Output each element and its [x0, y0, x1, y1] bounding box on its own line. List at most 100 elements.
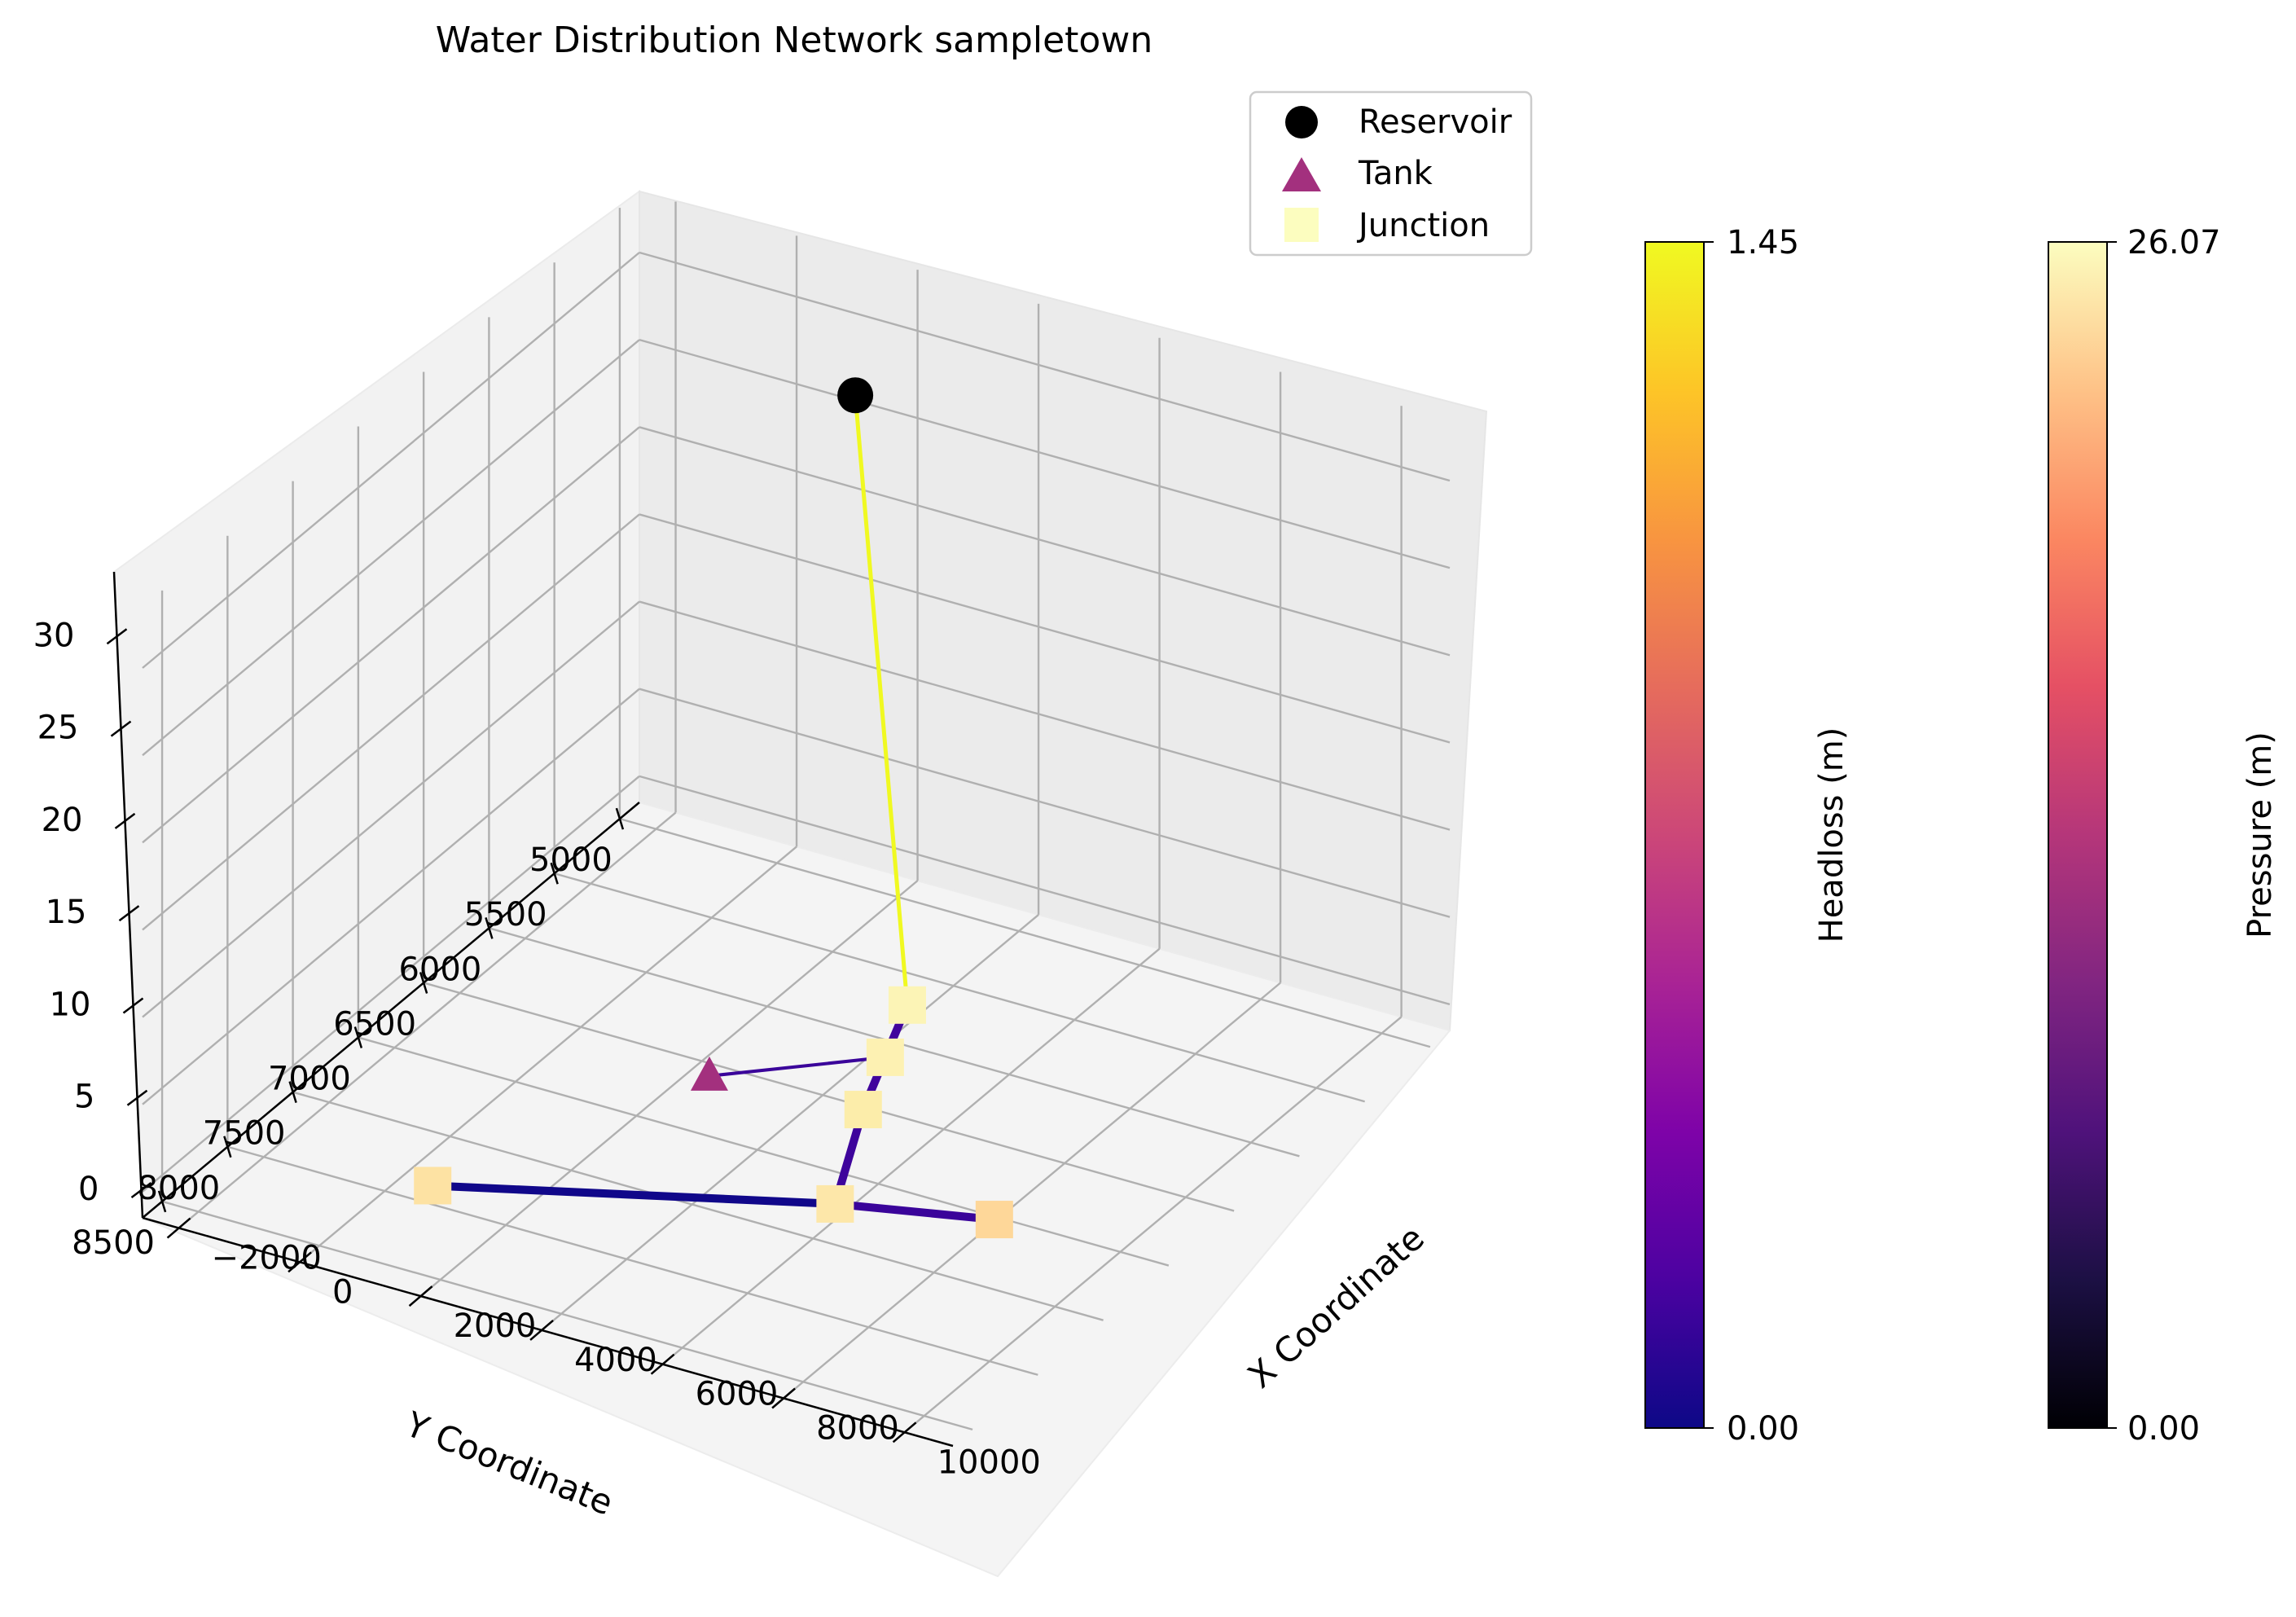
grid-line-y [554, 872, 1365, 1103]
y-axis-ticks: 5000 5500 6000 6500 7000 7500 8000 8500 [72, 807, 625, 1262]
legend-junction-marker [1284, 208, 1319, 242]
grid-line-x [903, 1016, 1403, 1434]
pipe-link [853, 393, 910, 1008]
x-tick-label: 4000 [574, 1342, 657, 1379]
reservoir-marker [837, 377, 874, 414]
legend-tank-label: Tank [1358, 155, 1433, 192]
grid-line-x [419, 880, 919, 1298]
grid-line-y [619, 817, 1431, 1048]
z-tick-label: 0 [78, 1171, 99, 1208]
y-axis-label: Y Coordinate [400, 1404, 619, 1523]
x-tick-mark [166, 1217, 191, 1239]
grid-line-z [639, 688, 1451, 918]
grid-lines [142, 201, 1451, 1434]
headloss-colorbar: 1.45 0.00 Headloss (m) [1644, 224, 1850, 1448]
legend-reservoir-label: Reservoir [1359, 103, 1512, 141]
z-tick-mark [126, 1089, 148, 1106]
x-tick-label: 6000 [696, 1376, 779, 1413]
x-axis-line [142, 1216, 954, 1448]
z-tick-mark [130, 1182, 152, 1199]
z-tick-label: 20 [42, 802, 83, 839]
grid-line-x [178, 811, 677, 1229]
z-tick-label: 25 [37, 710, 79, 747]
grid-line-z [142, 513, 640, 931]
y-tick-label: 8500 [72, 1224, 155, 1262]
z-axis-ticks: 0 5 10 15 20 25 30 [33, 617, 152, 1208]
headloss-colorbar-max-label: 1.45 [1727, 224, 1799, 261]
z-tick-label: 5 [74, 1079, 94, 1116]
y-tick-label: 8000 [137, 1170, 220, 1207]
grid-line-y [161, 1200, 973, 1431]
y-tick-label: 7000 [268, 1061, 351, 1098]
legend-reservoir-marker [1285, 106, 1318, 138]
grid-line-z [142, 600, 640, 1018]
pipe-link [831, 1199, 999, 1224]
z-axis-line [112, 571, 144, 1219]
y-tick-label: 6500 [333, 1005, 416, 1043]
grid-line-y [227, 1145, 1038, 1376]
pressure-colorbar-min-label: 0.00 [2127, 1410, 2200, 1448]
grid-line-z [639, 513, 1451, 744]
x-tick-label: 2000 [454, 1307, 537, 1345]
x-tick-label: 8000 [816, 1409, 899, 1447]
x-tick-mark [892, 1421, 917, 1443]
pressure-colorbar-label: Pressure (m) [2241, 732, 2279, 938]
grid-line-z [639, 600, 1451, 831]
y-tick-mark [419, 972, 428, 994]
junction-marker [816, 1184, 854, 1223]
y-tick-label: 6000 [398, 951, 481, 988]
z-tick-label: 10 [50, 986, 91, 1023]
y-tick-mark [288, 1081, 297, 1104]
x-tick-mark [408, 1285, 433, 1307]
pressure-colorbar-gradient [2048, 241, 2108, 1429]
y-tick-mark [353, 1026, 363, 1048]
x-tick-mark [771, 1387, 796, 1409]
junction-marker [975, 1201, 1013, 1239]
grid-line-y [423, 982, 1235, 1212]
grid-line-y [358, 1036, 1170, 1267]
grid-line-z [639, 426, 1451, 657]
grid-line-z [639, 338, 1451, 569]
grid-line-x [783, 982, 1281, 1399]
grid-line-z [639, 775, 1451, 1006]
grid-line-z [142, 426, 640, 844]
z-tick-mark [110, 720, 132, 737]
z-tick-label: 30 [33, 617, 75, 654]
pressure-colorbar: 26.07 0.00 Pressure (m) [2048, 224, 2279, 1448]
junction-marker [844, 1091, 882, 1129]
x-tick-mark [650, 1353, 675, 1375]
headloss-colorbar-min-label: 0.00 [1727, 1410, 1799, 1448]
grid-line-z [639, 251, 1451, 482]
x-tick-label: 10000 [937, 1443, 1041, 1481]
pipe-link [428, 1181, 840, 1208]
legend: Reservoir Tank Junction [1249, 90, 1533, 257]
tank-marker [690, 1056, 728, 1091]
y-tick-label: 7500 [203, 1115, 286, 1153]
grid-line-z [142, 688, 640, 1105]
z-tick-label: 15 [46, 894, 87, 931]
grid-line-x [299, 846, 797, 1263]
y-tick-mark [615, 807, 625, 830]
grid-line-x [541, 913, 1039, 1331]
pressure-colorbar-max-label: 26.07 [2127, 224, 2221, 261]
y-tick-mark [157, 1190, 167, 1213]
z-tick-mark [122, 997, 144, 1014]
pipe-link [707, 1055, 887, 1078]
legend-tank-marker [1282, 157, 1321, 191]
grid-line-z [142, 339, 640, 757]
junction-marker [414, 1167, 452, 1205]
x-tick-label: 0 [332, 1273, 353, 1311]
chart-title: Water Distribution Network sampletown [436, 20, 1152, 61]
junction-marker [888, 986, 926, 1024]
z-tick-mark [106, 628, 128, 645]
x-tick-mark [529, 1319, 554, 1341]
y-tick-mark [223, 1136, 232, 1158]
grid-line-z [142, 252, 640, 669]
grid-line-y [292, 1091, 1104, 1321]
legend-box [1249, 90, 1533, 257]
grid-line-z [142, 775, 640, 1193]
y-tick-label: 5500 [464, 896, 547, 934]
